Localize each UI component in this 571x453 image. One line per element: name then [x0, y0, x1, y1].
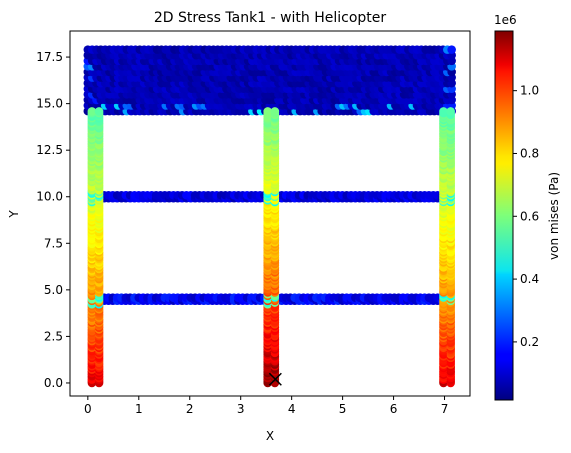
scatter-points: [83, 45, 456, 388]
colorbar-gradient: [495, 31, 513, 400]
colorbar-tick-label: 1.0: [520, 84, 539, 98]
chart-title: 2D Stress Tank1 - with Helicopter: [154, 10, 387, 26]
colorbar-scale-label: 1e6: [494, 13, 517, 27]
plot-frame: [69, 30, 471, 397]
x-tick-label: 0: [84, 402, 92, 416]
colorbar-tick-label: 0.8: [520, 146, 539, 160]
x-axis: 0 1 2 3 4 5 6 7: [84, 396, 448, 416]
x-tick-label: 2: [186, 402, 194, 416]
colorbar-tick-label: 0.6: [520, 209, 539, 223]
x-axis-label: X: [266, 429, 274, 443]
y-tick-label: 5.0: [44, 283, 63, 297]
y-axis-label: Y: [7, 210, 21, 219]
marker-x-stroke: [268, 372, 282, 386]
y-tick-label: 12.5: [36, 143, 63, 157]
marker-layer: [268, 372, 282, 386]
x-tick-label: 7: [441, 402, 449, 416]
data-point: [94, 107, 104, 116]
colorbar-frame: [494, 30, 514, 401]
colorbar-label: von mises (Pa): [547, 172, 561, 260]
data-point: [439, 107, 448, 116]
data-point: [270, 107, 280, 116]
y-tick-label: 10.0: [36, 190, 63, 204]
y-tick-label: 17.5: [36, 50, 63, 64]
x-tick-label: 3: [237, 402, 245, 416]
y-tick-label: 7.5: [44, 236, 63, 250]
x-tick-label: 6: [390, 402, 398, 416]
colorbar-ticks: 0.2 0.4 0.6 0.8 1.0: [513, 84, 539, 349]
y-axis: 0.0 2.5 5.0 7.5 10.0 12.5 15.0 17.5: [36, 50, 70, 390]
data-point: [447, 45, 456, 54]
colorbar-tick-label: 0.2: [520, 335, 539, 349]
data-point: [87, 107, 97, 116]
y-tick-label: 0.0: [44, 376, 63, 390]
data-point: [263, 107, 273, 116]
data-point: [446, 107, 455, 116]
x-tick-label: 1: [135, 402, 143, 416]
x-tick-label: 5: [339, 402, 347, 416]
y-tick-label: 2.5: [44, 329, 63, 343]
y-tick-label: 15.0: [36, 97, 63, 111]
x-tick-label: 4: [288, 402, 296, 416]
colorbar: 0.2 0.4 0.6 0.8 1.0 1e6 von mises (Pa): [494, 13, 561, 401]
colorbar-tick-label: 0.4: [520, 272, 539, 286]
